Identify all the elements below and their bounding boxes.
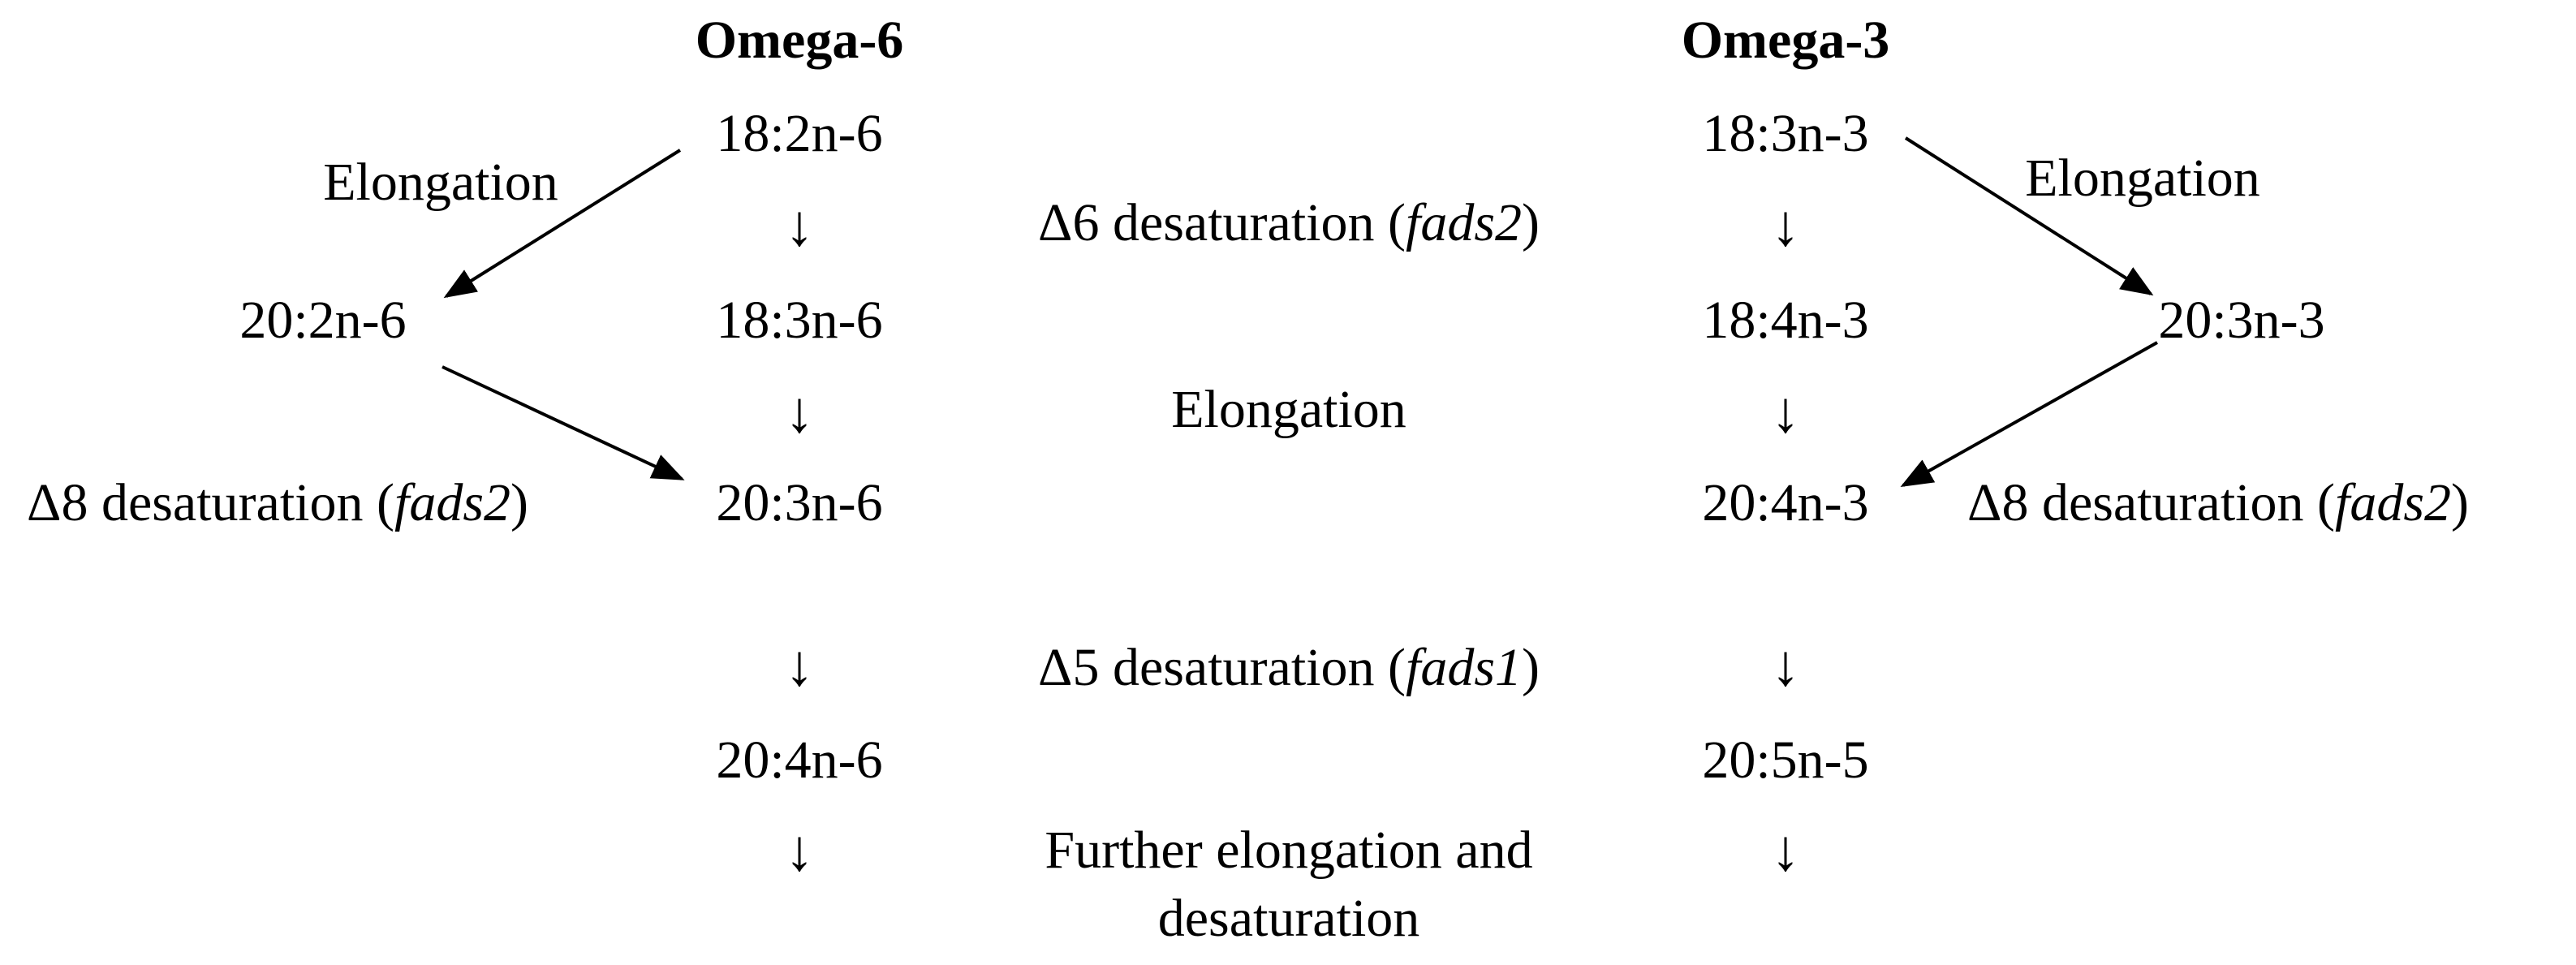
omega3-down-arrow-2: ↓	[1771, 380, 1800, 445]
omega3-18-3: 18:3n-3	[1702, 104, 1869, 163]
omega6-d8-gene: fads2	[394, 473, 511, 532]
omega3-arrow-to-20-3	[1904, 136, 2154, 296]
omega3-d8-desaturation-label: Δ8 desaturation (fads2)	[1967, 473, 2469, 532]
omega6-down-arrow-4: ↓	[785, 818, 814, 883]
omega6-d8-desaturation-label: Δ8 desaturation (fads2)	[27, 473, 528, 532]
d5-gene: fads1	[1405, 638, 1523, 697]
omega6-arrow-to-20-3	[442, 365, 685, 480]
omega3-20-4: 20:4n-3	[1702, 473, 1869, 532]
omega3-20-3: 20:3n-3	[2158, 291, 2325, 350]
omega3-down-arrow-4: ↓	[1771, 818, 1800, 883]
omega3-down-arrow-3: ↓	[1771, 633, 1800, 698]
omega6-20-3: 20:3n-6	[716, 473, 883, 532]
omega3-arrow-to-20-4	[1900, 341, 2158, 487]
d6-gene: fads2	[1405, 193, 1523, 252]
further-elongation-line1: Further elongation and	[1045, 821, 1533, 880]
omega6-down-arrow-2: ↓	[785, 380, 814, 445]
center-elongation-label: Elongation	[1171, 380, 1406, 439]
omega3-20-5: 20:5n-5	[1702, 730, 1869, 790]
d5-desaturation-label: Δ5 desaturation (fads1)	[1038, 638, 1540, 697]
omega6-18-2: 18:2n-6	[716, 104, 883, 163]
omega6-18-3: 18:3n-6	[716, 291, 883, 350]
omega6-elongation-label: Elongation	[323, 153, 558, 212]
omega6-down-arrow-1: ↓	[785, 193, 814, 258]
omega6-down-arrow-3: ↓	[785, 633, 814, 698]
omega6-arrow-to-20-2	[443, 149, 682, 299]
further-elongation-line2: desaturation	[1157, 889, 1420, 948]
d6-desaturation-label: Δ6 desaturation (fads2)	[1038, 193, 1540, 252]
omega6-header: Omega-6	[695, 11, 904, 70]
omega3-header: Omega-3	[1681, 11, 1890, 70]
omega6-20-4: 20:4n-6	[716, 730, 883, 790]
omega6-20-2: 20:2n-6	[239, 291, 407, 350]
omega3-down-arrow-1: ↓	[1771, 193, 1800, 258]
omega3-18-4: 18:4n-3	[1702, 291, 1869, 350]
omega3-elongation-label: Elongation	[2025, 149, 2260, 208]
omega3-d8-gene: fads2	[2334, 473, 2452, 532]
